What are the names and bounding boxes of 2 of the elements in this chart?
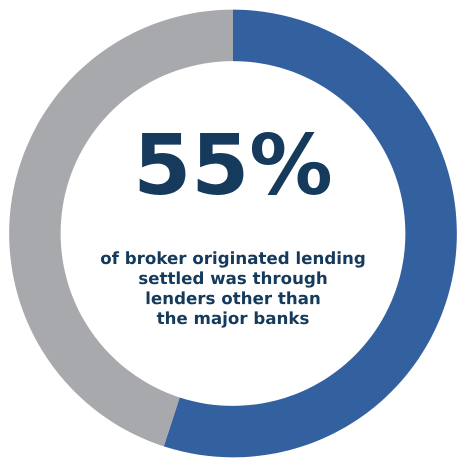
text: 55% — [140, 132, 330, 195]
text: of broker originated lending settled was through lenders other than the major banks — [100, 251, 364, 328]
